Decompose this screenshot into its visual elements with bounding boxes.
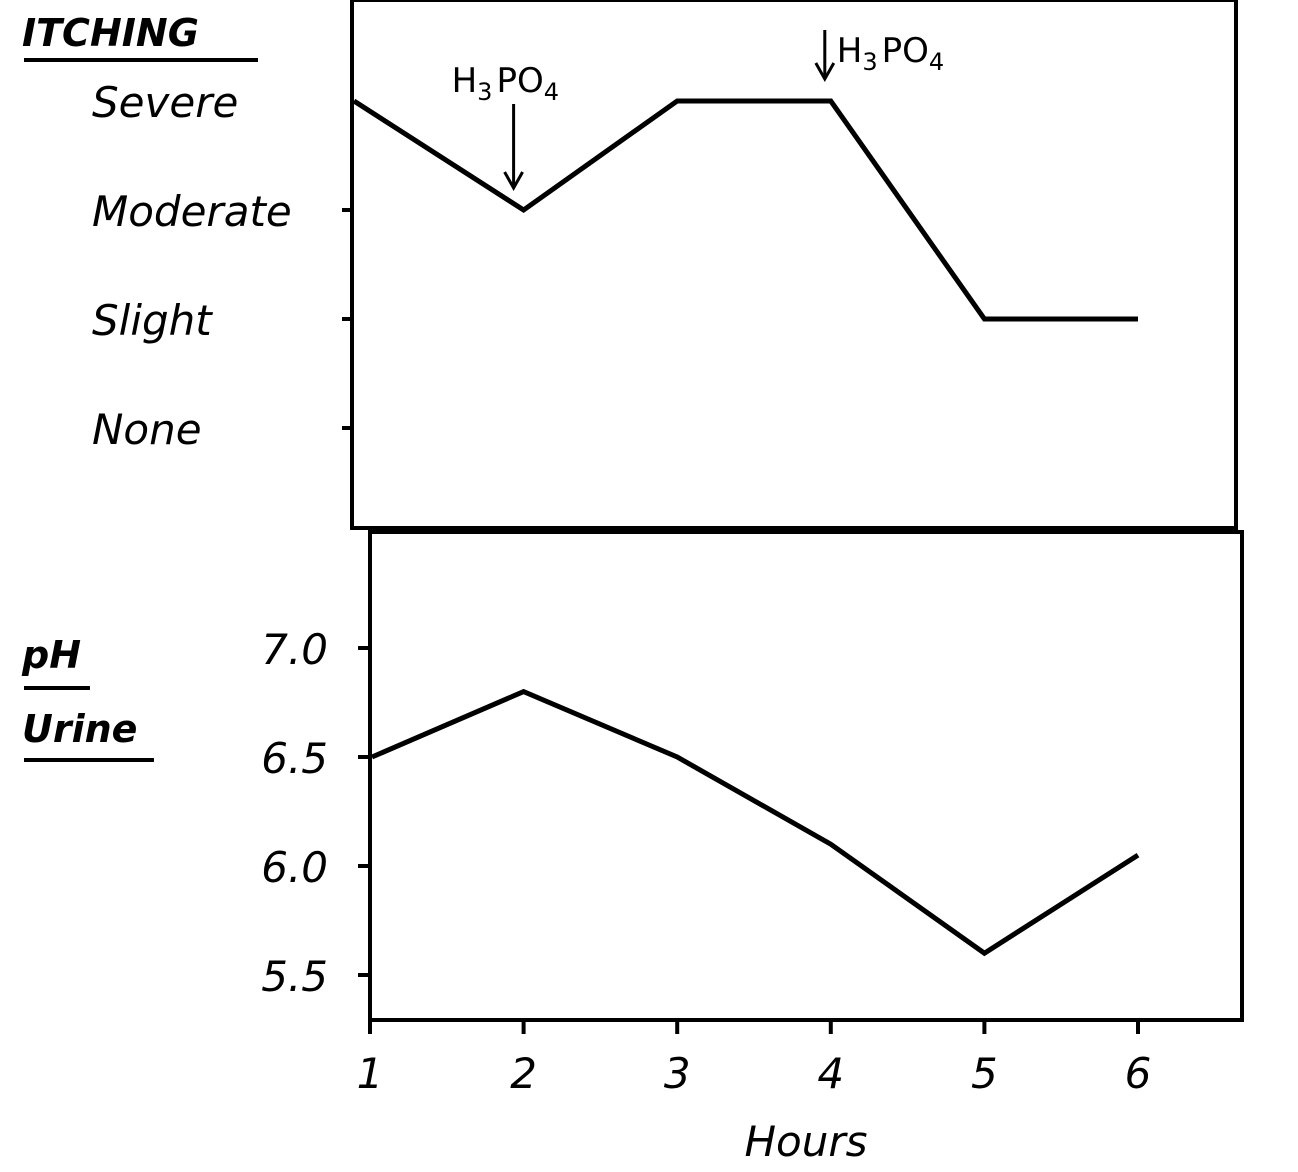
ph-tick-label-5.5: 5.5 bbox=[261, 952, 328, 1001]
ph-tick-label-7.0: 7.0 bbox=[261, 625, 328, 674]
itching-title: ITCHING bbox=[22, 11, 199, 55]
x-axis-label: Hours bbox=[744, 1117, 867, 1166]
itching-frame bbox=[350, 0, 1238, 530]
itching-panel: ITCHING None Slight Moderate Severe H3 PO4 H3… bbox=[22, 0, 1238, 530]
x-tick-label-5: 5 bbox=[971, 1049, 998, 1098]
annotation-label: H3 PO4 bbox=[452, 61, 559, 106]
x-tick-label-6: 6 bbox=[1125, 1049, 1152, 1098]
itching-series-line bbox=[352, 98, 1138, 322]
annotation-label: H3 PO4 bbox=[837, 31, 944, 76]
ph-tick-label-6.0: 6.0 bbox=[261, 843, 328, 892]
x-tick-label-3: 3 bbox=[664, 1049, 691, 1098]
h3po4-annotation-1: H3 PO4 bbox=[452, 61, 559, 192]
x-tick-label-4: 4 bbox=[817, 1049, 844, 1098]
ph-frame bbox=[368, 530, 1244, 1022]
itching-level-label-severe: Severe bbox=[92, 78, 238, 127]
x-tick-label-1: 1 bbox=[357, 1049, 384, 1098]
itching-level-label-slight: Slight bbox=[92, 296, 213, 345]
annotation-arrow-head bbox=[503, 171, 524, 192]
x-tick-label-2: 2 bbox=[510, 1049, 537, 1098]
itching-level-label-moderate: Moderate bbox=[92, 187, 292, 236]
ph-series-line bbox=[371, 688, 1140, 957]
ph-ylabel-line2: Urine bbox=[22, 707, 137, 751]
ph-ylabel-line1: pH bbox=[21, 633, 81, 677]
annotation-arrow-head bbox=[814, 62, 836, 83]
h3po4-annotation-2: H3 PO4 bbox=[814, 30, 944, 83]
itching-level-label-none: None bbox=[92, 405, 202, 454]
ph-tick-label-6.5: 6.5 bbox=[261, 734, 328, 783]
ph-panel: pH Urine 7.0 6.5 6.0 5.5 1 2 3 4 5 6 Hours bbox=[21, 530, 1244, 1166]
